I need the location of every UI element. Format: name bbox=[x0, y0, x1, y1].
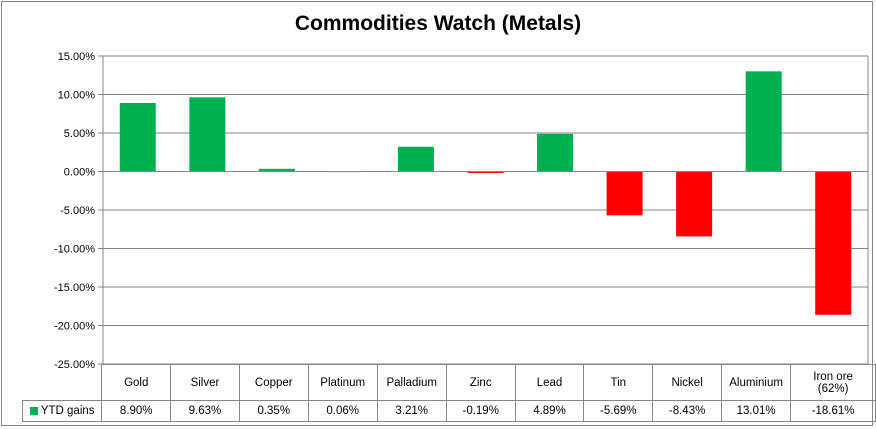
value-label: 13.01% bbox=[721, 400, 792, 422]
category-label: Platinum bbox=[307, 364, 378, 401]
category-label: Palladium bbox=[376, 364, 447, 401]
value-label: 3.21% bbox=[376, 400, 447, 422]
category-label: Copper bbox=[238, 364, 309, 401]
y-tick-label: -5.00% bbox=[60, 205, 95, 217]
category-label: Aluminium bbox=[721, 364, 792, 401]
chart-title: Commodities Watch (Metals) bbox=[294, 12, 582, 35]
value-label: -0.19% bbox=[445, 400, 516, 422]
bar bbox=[397, 146, 434, 172]
legend-cell: YTD gains bbox=[21, 400, 103, 422]
bar bbox=[676, 171, 713, 237]
y-tick-label: -10.00% bbox=[54, 244, 95, 256]
value-label: -18.61% bbox=[790, 400, 876, 422]
value-label: 0.35% bbox=[238, 400, 309, 422]
category-label: Nickel bbox=[652, 364, 723, 401]
value-label: -5.69% bbox=[583, 400, 654, 422]
value-label: -8.43% bbox=[652, 400, 723, 422]
bar bbox=[537, 133, 574, 172]
category-label: Iron ore (62%) bbox=[790, 364, 876, 401]
bar bbox=[189, 97, 226, 172]
y-tick-label: 15.00% bbox=[58, 51, 96, 63]
y-tick-label: 0.00% bbox=[64, 167, 95, 179]
legend-label: YTD gains bbox=[40, 405, 95, 417]
category-label: Silver bbox=[170, 364, 240, 401]
bar bbox=[258, 168, 295, 172]
table-corner bbox=[22, 364, 103, 401]
y-tick-label: 10.00% bbox=[58, 90, 96, 102]
category-label: Gold bbox=[101, 364, 172, 401]
y-tick-label: 5.00% bbox=[64, 128, 95, 140]
value-label: 4.89% bbox=[514, 400, 585, 422]
bar bbox=[606, 171, 643, 216]
value-label: 0.06% bbox=[307, 400, 378, 422]
value-label: 9.63% bbox=[170, 400, 240, 422]
category-label: Lead bbox=[514, 364, 585, 401]
y-tick-label: -15.00% bbox=[54, 282, 95, 294]
data-table: Gold Silver Copper Platinum Palladium Zinc Lea… bbox=[21, 364, 876, 422]
bar bbox=[467, 171, 504, 173]
y-tick-label: -20.00% bbox=[54, 321, 95, 333]
bar bbox=[745, 71, 782, 172]
value-label: 8.90% bbox=[101, 400, 172, 422]
bar bbox=[815, 171, 852, 315]
category-label: Zinc bbox=[445, 364, 516, 401]
legend-key bbox=[29, 407, 38, 415]
category-label: Tin bbox=[583, 364, 654, 401]
bar bbox=[119, 102, 156, 172]
